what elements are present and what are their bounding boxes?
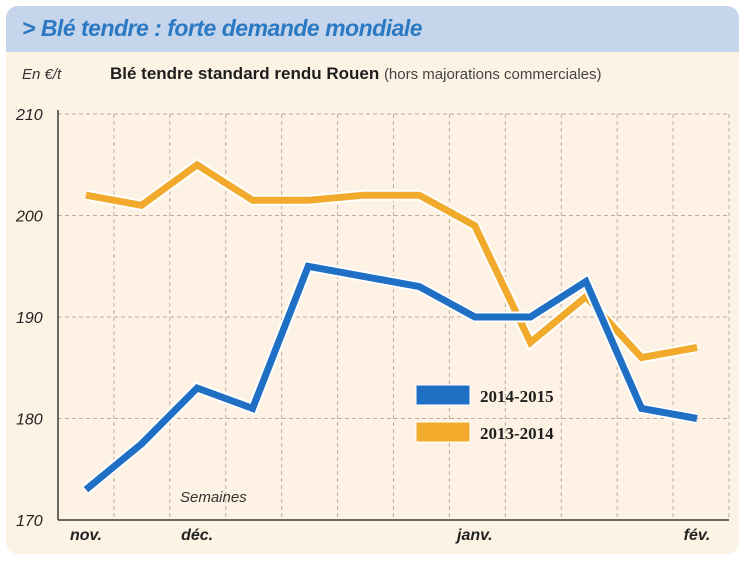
y-tick-label: 200 bbox=[15, 209, 43, 226]
y-tick-label: 180 bbox=[16, 412, 43, 429]
legend-swatch bbox=[415, 421, 471, 443]
legend-label: 2014-2015 bbox=[480, 387, 554, 406]
chart-title: Blé tendre standard rendu Rouen (hors ma… bbox=[110, 64, 602, 84]
x-tick-label: fév. bbox=[684, 527, 711, 544]
chart-subtitle: (hors majorations commerciales) bbox=[383, 66, 602, 83]
x-tick-label: nov. bbox=[70, 527, 102, 544]
series-line-2014-2015 bbox=[83, 262, 698, 493]
y-tick-label: 190 bbox=[16, 310, 43, 327]
y-axis-unit-label: En €/t bbox=[22, 66, 62, 83]
x-tick-label: déc. bbox=[181, 527, 213, 544]
y-tick-label: 210 bbox=[15, 107, 43, 124]
title-banner: > Blé tendre : forte demande mondiale bbox=[6, 6, 739, 52]
x-tick-label: janv. bbox=[455, 527, 493, 544]
legend-swatch bbox=[415, 384, 471, 406]
legend-label: 2013-2014 bbox=[480, 424, 554, 443]
chart-title-main: Blé tendre standard rendu Rouen bbox=[110, 64, 380, 83]
x-axis-label: Semaines bbox=[180, 489, 247, 506]
y-tick-label: 170 bbox=[16, 513, 43, 530]
banner-title: > Blé tendre : forte demande mondiale bbox=[22, 15, 423, 41]
